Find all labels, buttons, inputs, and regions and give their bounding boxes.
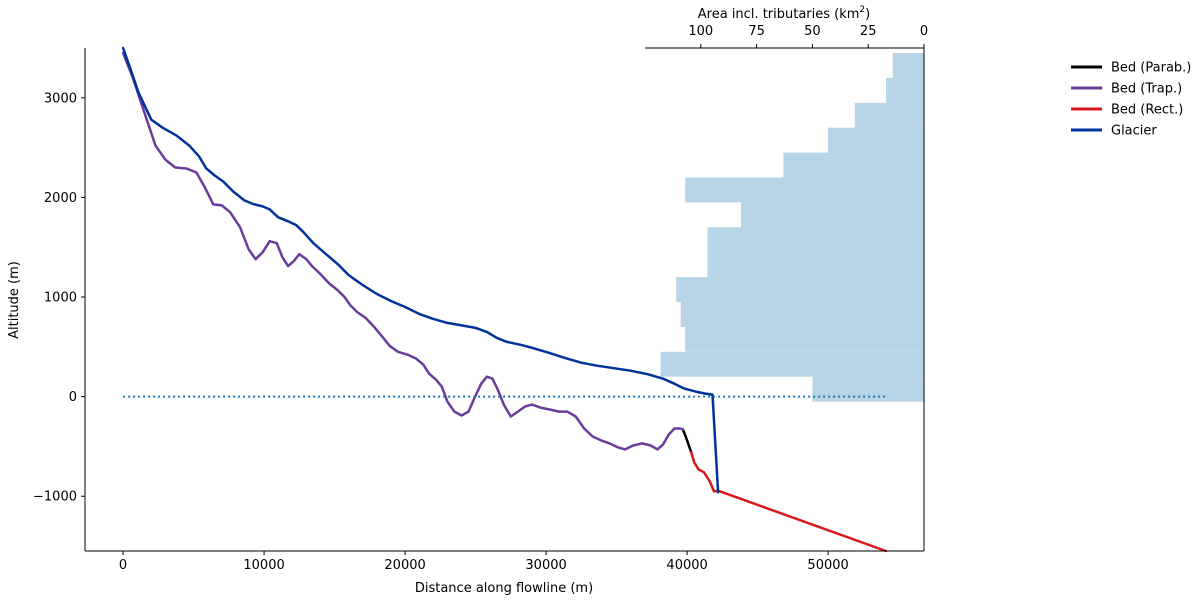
area-bar: [660, 351, 924, 377]
area-axis-title-end: ): [865, 7, 870, 22]
y-tick-label: 0: [69, 390, 77, 405]
x-tick-label: 50000: [807, 558, 848, 573]
area-bar: [685, 326, 924, 352]
legend-label: Bed (Rect.): [1111, 103, 1183, 118]
area-tick-label: 25: [860, 24, 877, 39]
y-axis-label: Altitude (m): [7, 261, 22, 339]
y-tick-label: 1000: [44, 291, 77, 306]
area-tick-label: 0: [920, 24, 928, 39]
area-bar: [707, 252, 924, 278]
area-axis-title: Area incl. tributaries (km2): [698, 5, 870, 22]
axes: 0 10000 20000 30000 40000 50000−1000010002000…: [33, 24, 928, 573]
area-bar: [676, 277, 924, 302]
area-axis-title-main: Area incl. tributaries (km: [698, 7, 860, 22]
series-line: [121, 46, 720, 494]
series-line: [681, 428, 693, 454]
legend: Bed (Parab.) Bed (Trap.) Bed (Rect.) Glacie…: [1071, 61, 1191, 139]
area-axis-title-sup: 2: [859, 5, 865, 15]
legend-label: Bed (Trap.): [1111, 82, 1182, 97]
series-line: [121, 51, 685, 451]
x-tick-label: 30000: [525, 558, 566, 573]
area-bar: [828, 127, 924, 153]
area-bar: [740, 202, 924, 228]
legend-label: Glacier: [1111, 124, 1157, 139]
series-line: [690, 451, 888, 553]
area-tick-label: 100: [688, 24, 713, 39]
x-axis-label: Distance along flowline (m): [415, 581, 593, 596]
area-bar: [783, 152, 924, 178]
area-tick-label: 75: [748, 24, 765, 39]
area-bar: [892, 52, 924, 78]
y-tick-label: 2000: [44, 191, 77, 206]
area-bar: [854, 102, 924, 128]
x-tick-label: 10000: [243, 558, 284, 573]
area-bar: [886, 77, 924, 103]
area-bar: [685, 177, 924, 203]
legend-label: Bed (Parab.): [1111, 61, 1191, 76]
area-bar: [707, 227, 924, 253]
area-bar: [680, 301, 924, 327]
x-tick-label: 20000: [384, 558, 425, 573]
area-histogram: [660, 52, 924, 402]
area-bar: [812, 376, 924, 402]
x-tick-label: 40000: [666, 558, 707, 573]
y-tick-label: 3000: [44, 91, 77, 106]
x-tick-label: 0: [119, 558, 127, 573]
area-tick-label: 50: [804, 24, 821, 39]
series-lines: [121, 46, 888, 553]
y-tick-label: −1000: [33, 490, 77, 505]
